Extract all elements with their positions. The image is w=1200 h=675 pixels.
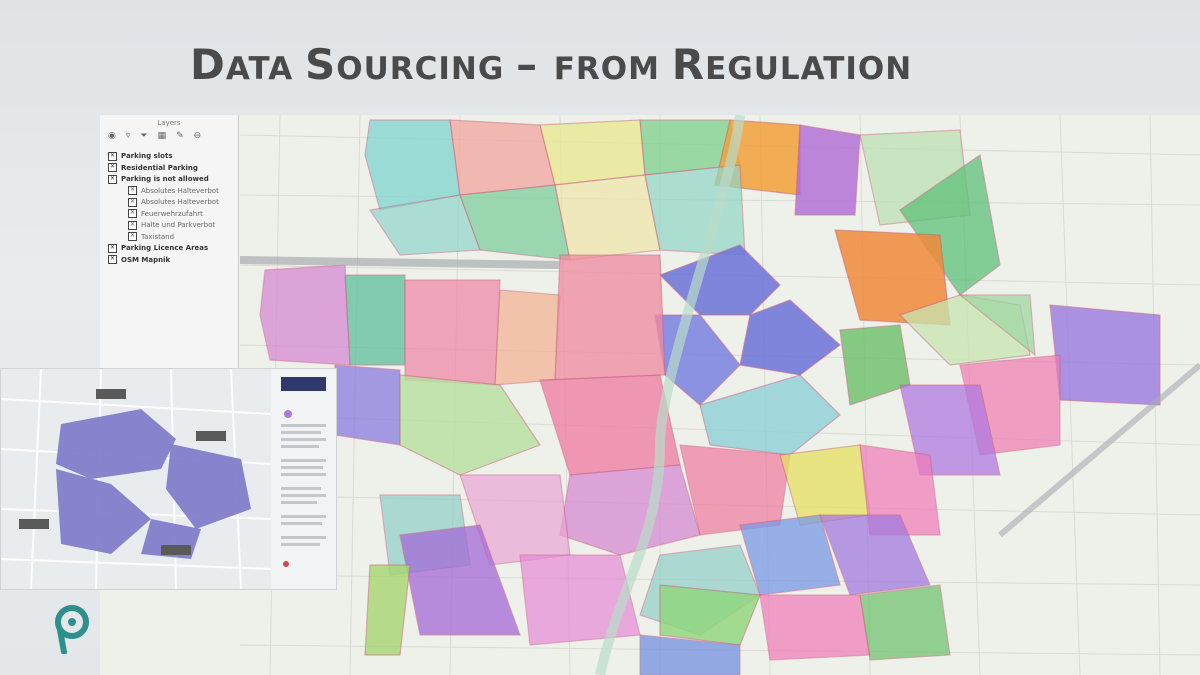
zone-polygon — [364, 119, 461, 211]
checkbox[interactable]: ✕ — [108, 255, 117, 264]
checkbox[interactable]: ✕ — [108, 243, 117, 253]
zone-polygon — [344, 274, 406, 366]
inset-legend-header — [281, 377, 326, 391]
zone-polygon — [819, 514, 931, 596]
zone-polygon — [899, 384, 1001, 476]
layer-item[interactable]: ✕ Absolutes Halteverbot — [128, 197, 219, 207]
zone-polygon — [364, 564, 411, 656]
checkbox[interactable]: ✕ — [128, 197, 137, 207]
zone-polygon — [399, 524, 521, 636]
railway — [998, 362, 1200, 538]
zone-polygon — [404, 279, 501, 386]
zone-polygon — [334, 364, 401, 446]
checkbox[interactable]: ✕ — [108, 163, 117, 172]
inset-callout — [196, 431, 226, 441]
eye-icon[interactable]: ◉ — [108, 131, 116, 141]
zone-polygon — [494, 289, 561, 386]
zone-polygon — [699, 374, 841, 456]
zone-polygon — [639, 634, 741, 675]
zone-polygon — [794, 124, 861, 216]
inset-map-drawing — [0, 368, 336, 590]
layer-item[interactable]: ✕ Feuerwehrzufahrt — [128, 209, 203, 218]
inset-zone — [56, 409, 176, 479]
zone-polygon — [859, 584, 951, 661]
funnel-icon[interactable]: ⏷ — [140, 131, 148, 141]
checkbox[interactable]: ✕ — [108, 151, 117, 161]
edit-icon[interactable]: ✎ — [176, 131, 184, 141]
inset-callout — [96, 389, 126, 399]
river — [595, 115, 745, 675]
checkbox[interactable]: ✕ — [128, 186, 137, 195]
checkbox[interactable]: ✕ — [128, 220, 137, 230]
layer-toolbar: ◉ ▿ ⏷ ▦ ✎ ⊖ — [100, 127, 238, 145]
zone-polygon — [554, 254, 666, 381]
checkbox[interactable]: ✕ — [128, 232, 137, 241]
zone-polygon — [759, 594, 871, 661]
layer-panel: Layers ◉ ▿ ⏷ ▦ ✎ ⊖ ✕ Parking slots ✕ Resid… — [100, 115, 239, 370]
zone-polygon — [399, 374, 541, 476]
inset-legend-marker — [284, 410, 292, 418]
layer-item[interactable]: ✕ Residential Parking — [108, 163, 198, 172]
zone-polygon — [1049, 304, 1161, 406]
filter-icon[interactable]: ▿ — [125, 131, 131, 141]
regulation-map-inset — [0, 368, 337, 590]
inset-zone — [166, 444, 251, 529]
zone-polygon — [739, 514, 841, 596]
zone-polygon — [259, 264, 351, 366]
map-canvas[interactable] — [100, 115, 1200, 675]
layer-list: ✕ Parking slots ✕ Residential Parking ✕ Par… — [100, 151, 238, 266]
inset-zone — [56, 469, 151, 554]
railway — [239, 256, 561, 269]
inset-callout — [161, 545, 191, 555]
layer-item[interactable]: ✕ Parking slots — [108, 151, 173, 161]
zone-polygon — [739, 299, 841, 376]
remove-icon[interactable]: ⊖ — [193, 131, 202, 141]
checkbox[interactable]: ✕ — [128, 209, 137, 218]
layer-item[interactable]: ✕ Absolutes Halteverbot — [128, 186, 219, 195]
zone-polygon — [449, 119, 556, 196]
inset-callout — [19, 519, 49, 529]
table-icon[interactable]: ▦ — [157, 131, 167, 141]
layer-item[interactable]: ✕ Parking is not allowed — [108, 174, 209, 184]
layer-panel-title: Layers — [157, 119, 181, 127]
brand-logo-icon — [55, 605, 89, 654]
parking-zones-map[interactable]: Layers ◉ ▿ ⏷ ▦ ✎ ⊖ ✕ Parking slots ✕ Resid… — [100, 115, 1200, 675]
zone-polygon — [539, 119, 646, 186]
zone-polygon — [554, 174, 661, 261]
checkbox[interactable]: ✕ — [108, 174, 117, 184]
layer-item[interactable]: ✕ Taxistand — [128, 232, 175, 241]
layer-item[interactable]: ✕ Parking Licence Areas — [108, 243, 209, 253]
slide-title: DATA SOURCING – FROM REGULATION — [190, 40, 913, 89]
zone-polygon — [958, 294, 1036, 357]
inset-stamp — [283, 561, 289, 567]
layer-item[interactable]: ✕ OSM Mapnik — [108, 255, 171, 264]
zone-polygon — [859, 444, 941, 536]
layer-item[interactable]: ✕ Halte und Parkverbot — [128, 220, 216, 230]
